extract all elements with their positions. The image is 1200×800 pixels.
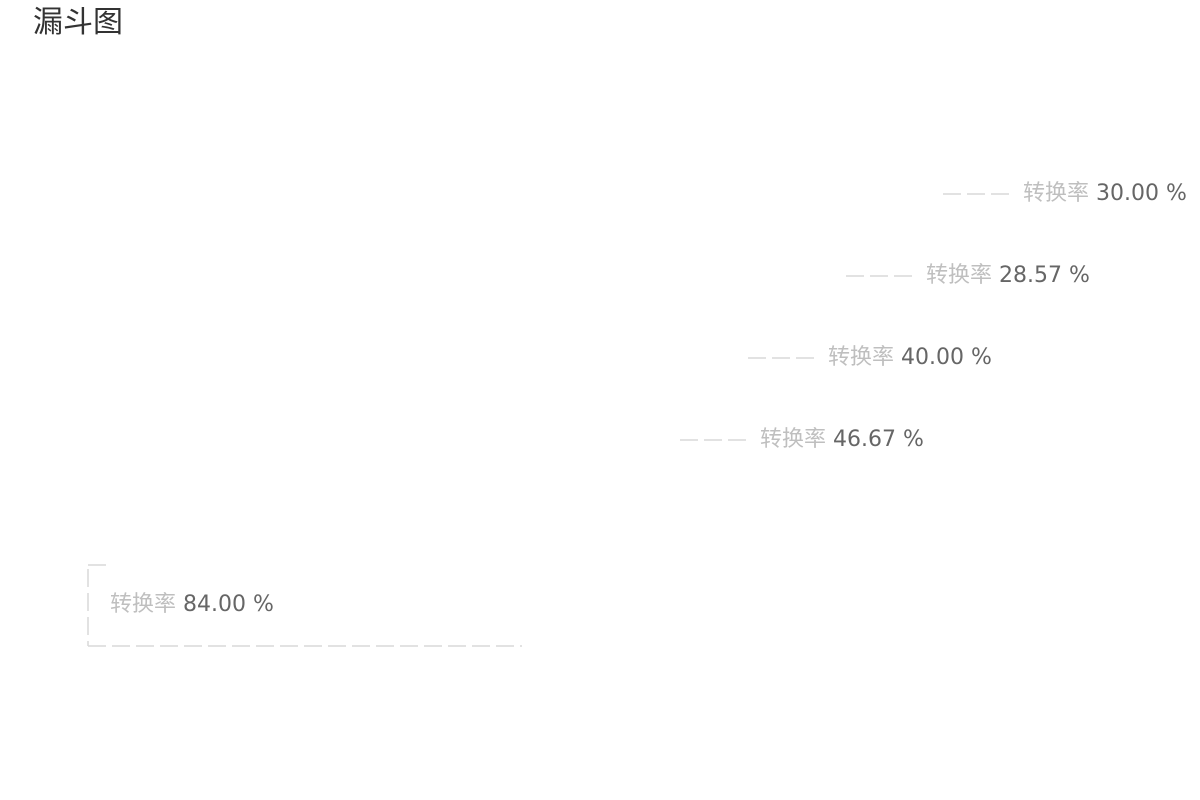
conversion-label-4: 转换率 46.67 % <box>760 427 924 453</box>
overall-conversion-label-value: 84.00 % <box>176 592 274 617</box>
conversion-label-3: 转换率 40.00 % <box>828 345 992 371</box>
conversion-label-2-value: 28.57 % <box>992 263 1090 288</box>
conversion-label-3-text: 转换率 <box>828 345 895 370</box>
chart-title: 漏斗图 <box>33 5 123 40</box>
conversion-label-1-value: 30.00 % <box>1089 181 1187 206</box>
conversion-label-2: 转换率 28.57 % <box>926 263 1090 289</box>
conversion-guide-lines <box>87 193 1009 647</box>
overall-conversion-label-text: 转换率 <box>110 592 177 617</box>
conversion-label-2-text: 转换率 <box>926 263 993 288</box>
conversion-label-3-value: 40.00 % <box>894 345 992 370</box>
conversion-label-4-value: 46.67 % <box>826 427 924 452</box>
conversion-label-1-text: 转换率 <box>1023 181 1090 206</box>
conversion-label-4-text: 转换率 <box>760 427 827 452</box>
conversion-label-1: 转换率 30.00 % <box>1023 181 1187 207</box>
overall-conversion-label: 转换率 84.00 % <box>110 592 274 618</box>
